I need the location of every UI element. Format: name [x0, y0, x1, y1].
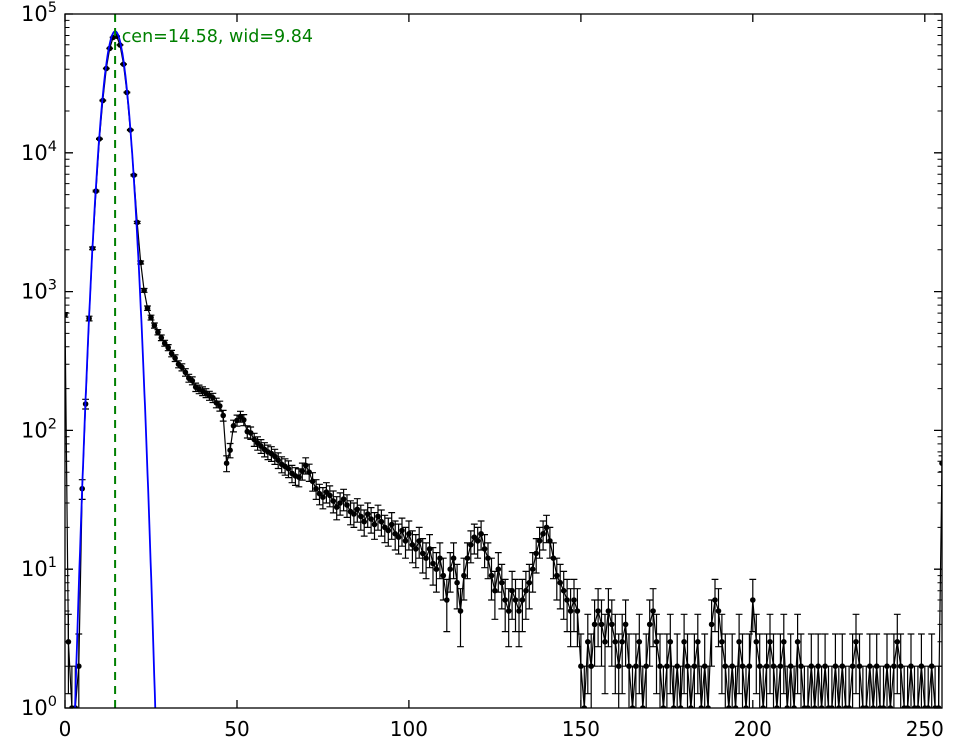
- x-tick-label: 50: [224, 717, 249, 741]
- x-tick-label: 0: [59, 717, 72, 741]
- y-tick-label: 100: [21, 694, 57, 720]
- y-tick-label: 102: [21, 416, 57, 442]
- gaussian-fit-curve: [74, 30, 157, 708]
- y-tick-label: 105: [21, 0, 57, 26]
- y-tick-label: 101: [21, 555, 57, 581]
- y-tick-label: 103: [21, 278, 57, 304]
- fit-annotation: cen=14.58, wid=9.84: [122, 27, 313, 47]
- y-tick-labels: 100 101 102 103 104 105: [21, 0, 57, 720]
- x-tick-label: 250: [906, 717, 944, 741]
- plot-frame: [64, 13, 943, 709]
- major-ticks: [64, 13, 942, 709]
- x-tick-label: 100: [390, 717, 428, 741]
- data-series: [65, 33, 942, 708]
- x-tick-label: 200: [734, 717, 772, 741]
- y-tick-label: 104: [21, 139, 57, 165]
- x-tick-labels: 0 50 100 150 200 250: [59, 717, 944, 741]
- minor-ticks: [65, 19, 942, 667]
- x-tick-label: 150: [562, 717, 600, 741]
- data-line: [65, 35, 942, 708]
